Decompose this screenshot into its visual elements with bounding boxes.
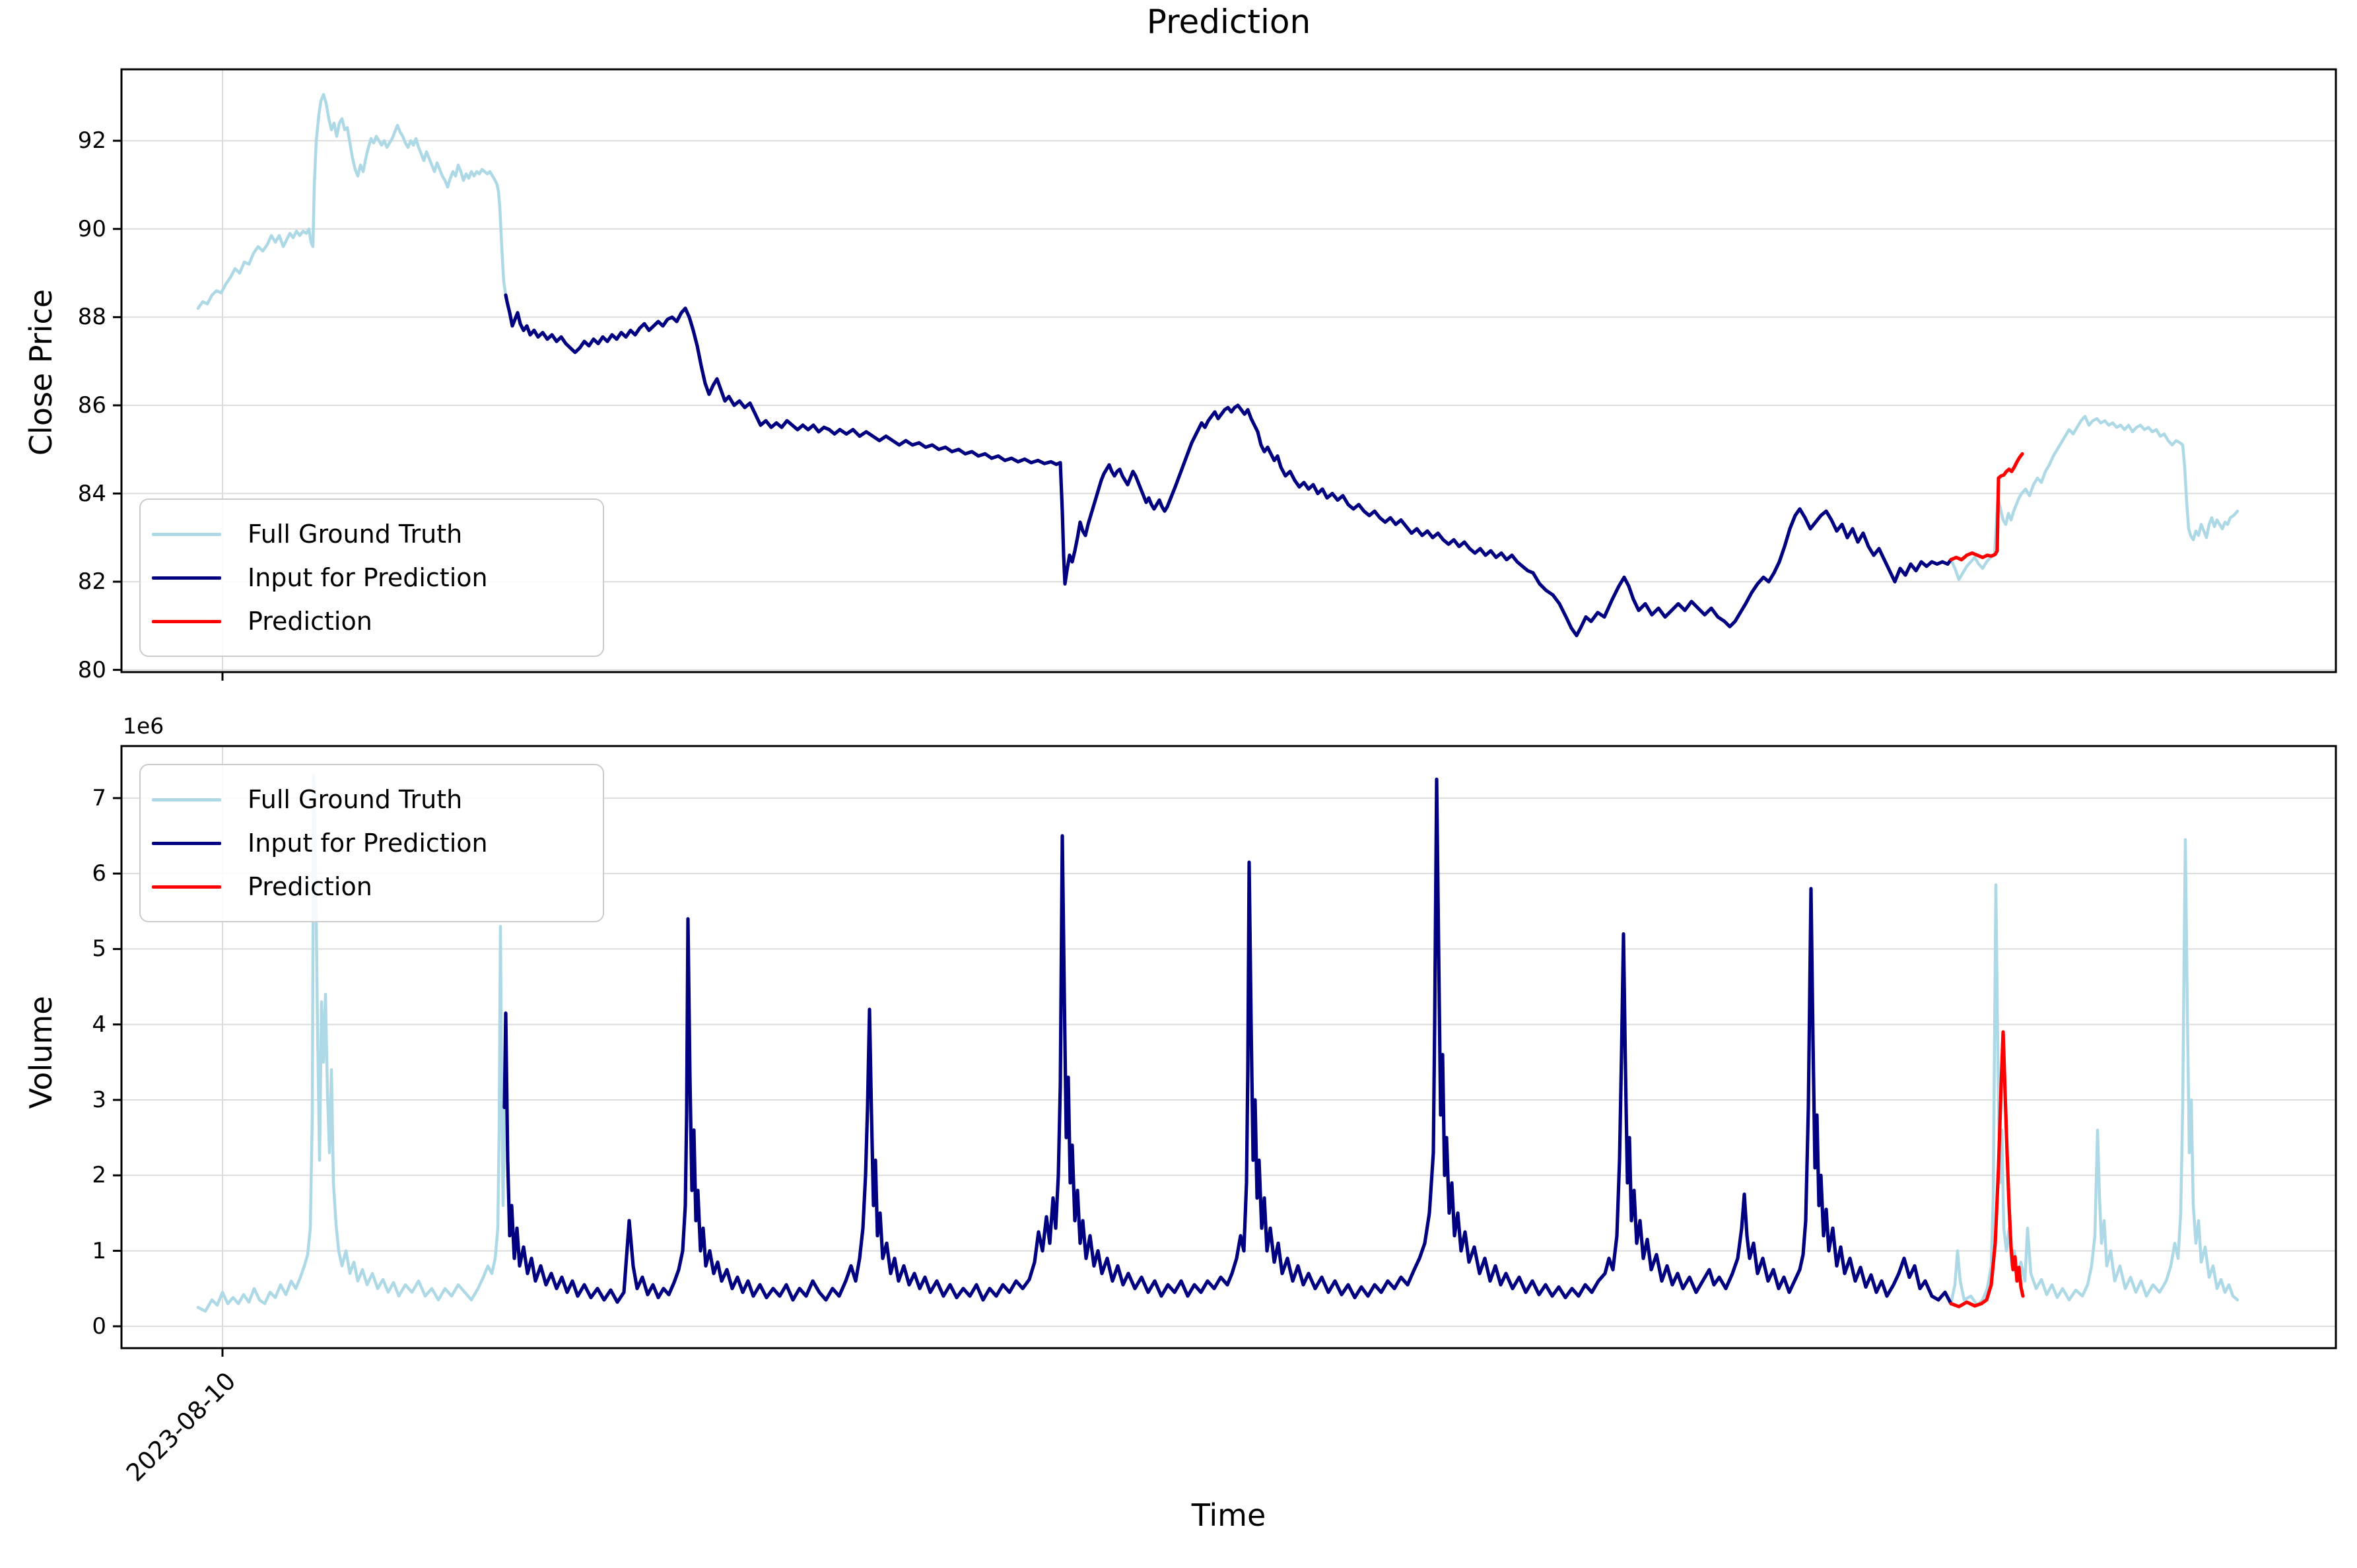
volume-ytick-4: 4: [92, 1011, 106, 1038]
volume-legend: Full Ground Truth Input for Prediction Pre…: [139, 764, 604, 922]
volume-ytick-0: 0: [92, 1312, 106, 1340]
chart-title: Prediction: [1146, 3, 1311, 41]
price-plot-border: [120, 68, 2337, 673]
volume-line-input-for-prediction: [502, 777, 1953, 1306]
legend-swatch-full-ground-truth: [152, 798, 221, 801]
price-ytick-86: 86: [77, 392, 106, 419]
volume-ytick-1: 1: [92, 1237, 106, 1264]
legend-label: Prediction: [248, 607, 372, 636]
legend-item-prediction: Prediction: [141, 872, 603, 901]
legend-item-input-for-prediction: Input for Prediction: [141, 563, 603, 592]
volume-ytick-5: 5: [92, 936, 106, 963]
legend-label: Full Ground Truth: [248, 520, 463, 549]
legend-swatch-prediction: [152, 885, 221, 889]
legend-label: Input for Prediction: [248, 829, 488, 858]
volume-ytick-7: 7: [92, 784, 106, 811]
price-line-input-for-prediction: [504, 293, 1953, 638]
legend-swatch-input-for-prediction: [152, 841, 221, 845]
volume-plot-border: [120, 745, 2337, 1349]
volume-ytick-6: 6: [92, 860, 106, 887]
legend-item-input-for-prediction: Input for Prediction: [141, 829, 603, 858]
volume-offset-label: 1e6: [123, 713, 164, 739]
legend-label: Prediction: [248, 872, 372, 901]
legend-swatch-prediction: [152, 619, 221, 623]
volume-ytick-3: 3: [92, 1087, 106, 1113]
price-ytick-84: 84: [77, 480, 106, 507]
volume-line-prediction: [1949, 1030, 2025, 1309]
price-ytick-88: 88: [77, 304, 106, 331]
legend-item-prediction: Prediction: [141, 607, 603, 636]
price-ytick-92: 92: [77, 127, 106, 154]
legend-label: Full Ground Truth: [248, 785, 463, 814]
price-ytick-90: 90: [77, 215, 106, 242]
price-ytick-82: 82: [77, 568, 106, 596]
x-axis-label: Time: [1191, 1497, 1266, 1533]
price-tick-marks: [113, 139, 224, 681]
legend-swatch-input-for-prediction: [152, 576, 221, 580]
legend-item-full-ground-truth: Full Ground Truth: [141, 785, 603, 814]
price-line-prediction: [1949, 452, 2024, 562]
volume-ytick-2: 2: [92, 1162, 106, 1189]
legend-label: Input for Prediction: [248, 563, 488, 592]
price-ytick-80: 80: [77, 656, 106, 683]
legend-item-full-ground-truth: Full Ground Truth: [141, 520, 603, 549]
legend-swatch-full-ground-truth: [152, 532, 221, 536]
volume-tick-marks: [113, 797, 224, 1357]
price-legend: Full Ground Truth Input for Prediction Pre…: [139, 498, 604, 657]
